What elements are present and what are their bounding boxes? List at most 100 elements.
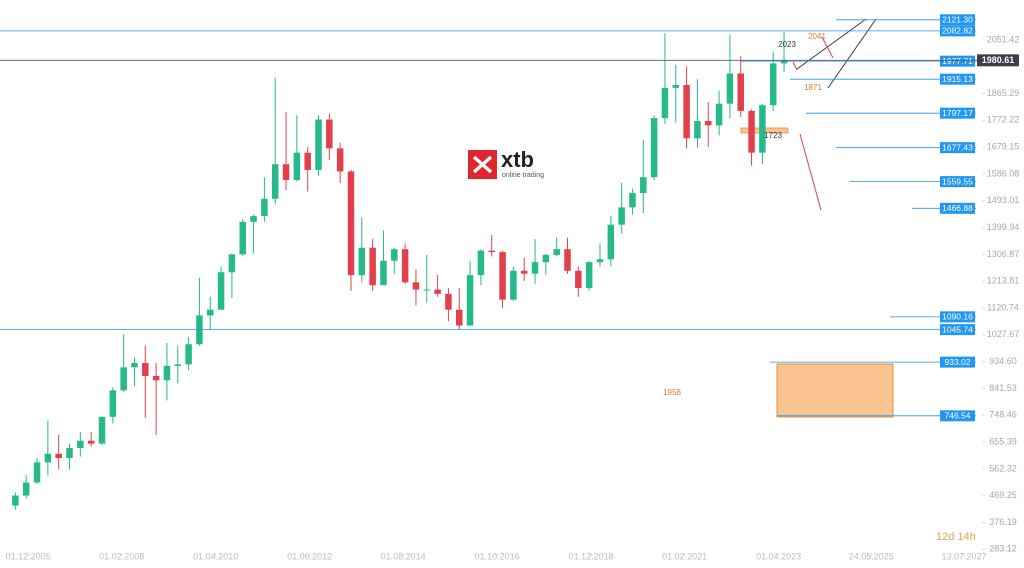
candle-body <box>672 84 680 88</box>
y-tick-label: 1120.74 <box>987 302 1019 312</box>
level-label-box <box>940 107 975 119</box>
candle-body <box>542 254 550 263</box>
level-label-box <box>940 311 975 323</box>
annotation: 1958 <box>663 388 681 397</box>
level-label-box <box>940 142 975 154</box>
candle-body <box>531 262 539 274</box>
candle-body <box>488 250 495 253</box>
trend-line <box>821 36 834 59</box>
candle-body <box>174 364 182 366</box>
candle-body <box>44 453 52 463</box>
candle-body <box>596 259 604 263</box>
candle-body <box>640 177 647 194</box>
candle-body <box>98 416 106 444</box>
candle-body <box>575 270 582 289</box>
candle-body <box>206 309 214 316</box>
target-zone <box>776 363 894 418</box>
y-tick-label: 1306.87 <box>987 249 1020 259</box>
candle-body <box>629 193 636 208</box>
y-tick-label: 283.12 <box>989 544 1017 554</box>
level-label-box <box>940 14 975 26</box>
candle-body <box>87 440 95 444</box>
candle-body <box>466 275 474 326</box>
candle-body <box>239 221 246 255</box>
candle-body <box>33 462 41 483</box>
annotation: 1871 <box>804 83 822 92</box>
candle-body <box>423 289 431 291</box>
level-label: 746.54 <box>945 411 971 421</box>
logo-icon <box>472 155 493 174</box>
level-label-box <box>940 202 975 214</box>
candle-body <box>618 207 625 225</box>
candle-body <box>650 118 658 178</box>
candle-body <box>510 270 517 300</box>
candle-body <box>315 119 322 170</box>
candle-body <box>271 164 279 199</box>
x-tick-label: 01.02.2021 <box>662 551 707 561</box>
x-tick-label: 24.05.2025 <box>849 551 894 561</box>
y-tick-label: 934.60 <box>989 356 1017 366</box>
level-label: 1977.71 <box>942 56 973 66</box>
candle-body <box>131 362 138 368</box>
logo-name: xtb <box>501 147 534 172</box>
y-tick-label: 1027.67 <box>987 329 1020 339</box>
logo-tagline: online trading <box>502 172 544 179</box>
candle-body <box>185 344 192 365</box>
level-label: 1045.74 <box>942 324 973 334</box>
y-tick-label: 1586.08 <box>987 168 1020 178</box>
annotation: 1723 <box>764 131 782 140</box>
candle-body <box>585 262 593 289</box>
level-label: 933.02 <box>945 357 971 367</box>
candle-body <box>152 375 160 381</box>
level-label-box <box>940 55 975 67</box>
level-label: 1915.13 <box>942 74 973 84</box>
y-tick-label: 1399.94 <box>987 222 1020 232</box>
level-label-box <box>940 176 975 188</box>
candle-body <box>217 272 225 310</box>
candle-body <box>120 367 127 391</box>
x-tick-label: 01.08.2014 <box>381 551 426 561</box>
y-tick-label: 1772.22 <box>987 115 1020 125</box>
annotation: 2023 <box>778 40 796 49</box>
level-label: 1797.17 <box>942 108 973 118</box>
y-tick-label: 1213.81 <box>987 276 1020 286</box>
candle-body <box>250 216 257 222</box>
level-label-box <box>940 324 975 336</box>
candle-body <box>553 249 560 255</box>
candle-body <box>401 249 409 283</box>
timer: 12d 14h <box>936 531 976 543</box>
candle-body <box>282 164 290 181</box>
y-tick-label: 469.25 <box>989 490 1017 500</box>
candle-body <box>434 289 441 294</box>
candle-body <box>293 152 301 181</box>
candle-body <box>726 73 734 104</box>
level-label-box <box>940 25 975 37</box>
candle-body <box>142 362 149 376</box>
candle-body <box>22 482 30 496</box>
x-tick-label: 01.04.2010 <box>193 551 238 561</box>
level-label: 1090.16 <box>942 312 973 322</box>
y-tick-label: 1865.29 <box>987 88 1020 98</box>
candle-body <box>564 249 571 271</box>
trend-line <box>799 133 822 211</box>
level-label-box <box>940 410 975 422</box>
candle-body <box>66 447 73 459</box>
candle-body <box>77 440 84 448</box>
current-price-label: 1980.61 <box>982 55 1015 65</box>
candle-body <box>412 282 420 290</box>
candle-body <box>304 152 311 170</box>
candle-body <box>477 250 485 276</box>
y-tick-label: 1679.15 <box>987 142 1020 152</box>
candle-body <box>520 270 528 274</box>
candle-body <box>261 198 268 217</box>
x-tick-label: 13.07.2027 <box>941 551 986 561</box>
x-tick-label: 01.06.2012 <box>287 551 332 561</box>
x-tick-label: 01.10.2016 <box>475 551 520 561</box>
candle-body <box>12 495 19 506</box>
y-tick-label: 2051.42 <box>987 34 1020 44</box>
candle-body <box>358 247 366 276</box>
candle-body <box>715 103 723 126</box>
level-label: 2082.82 <box>942 26 973 36</box>
